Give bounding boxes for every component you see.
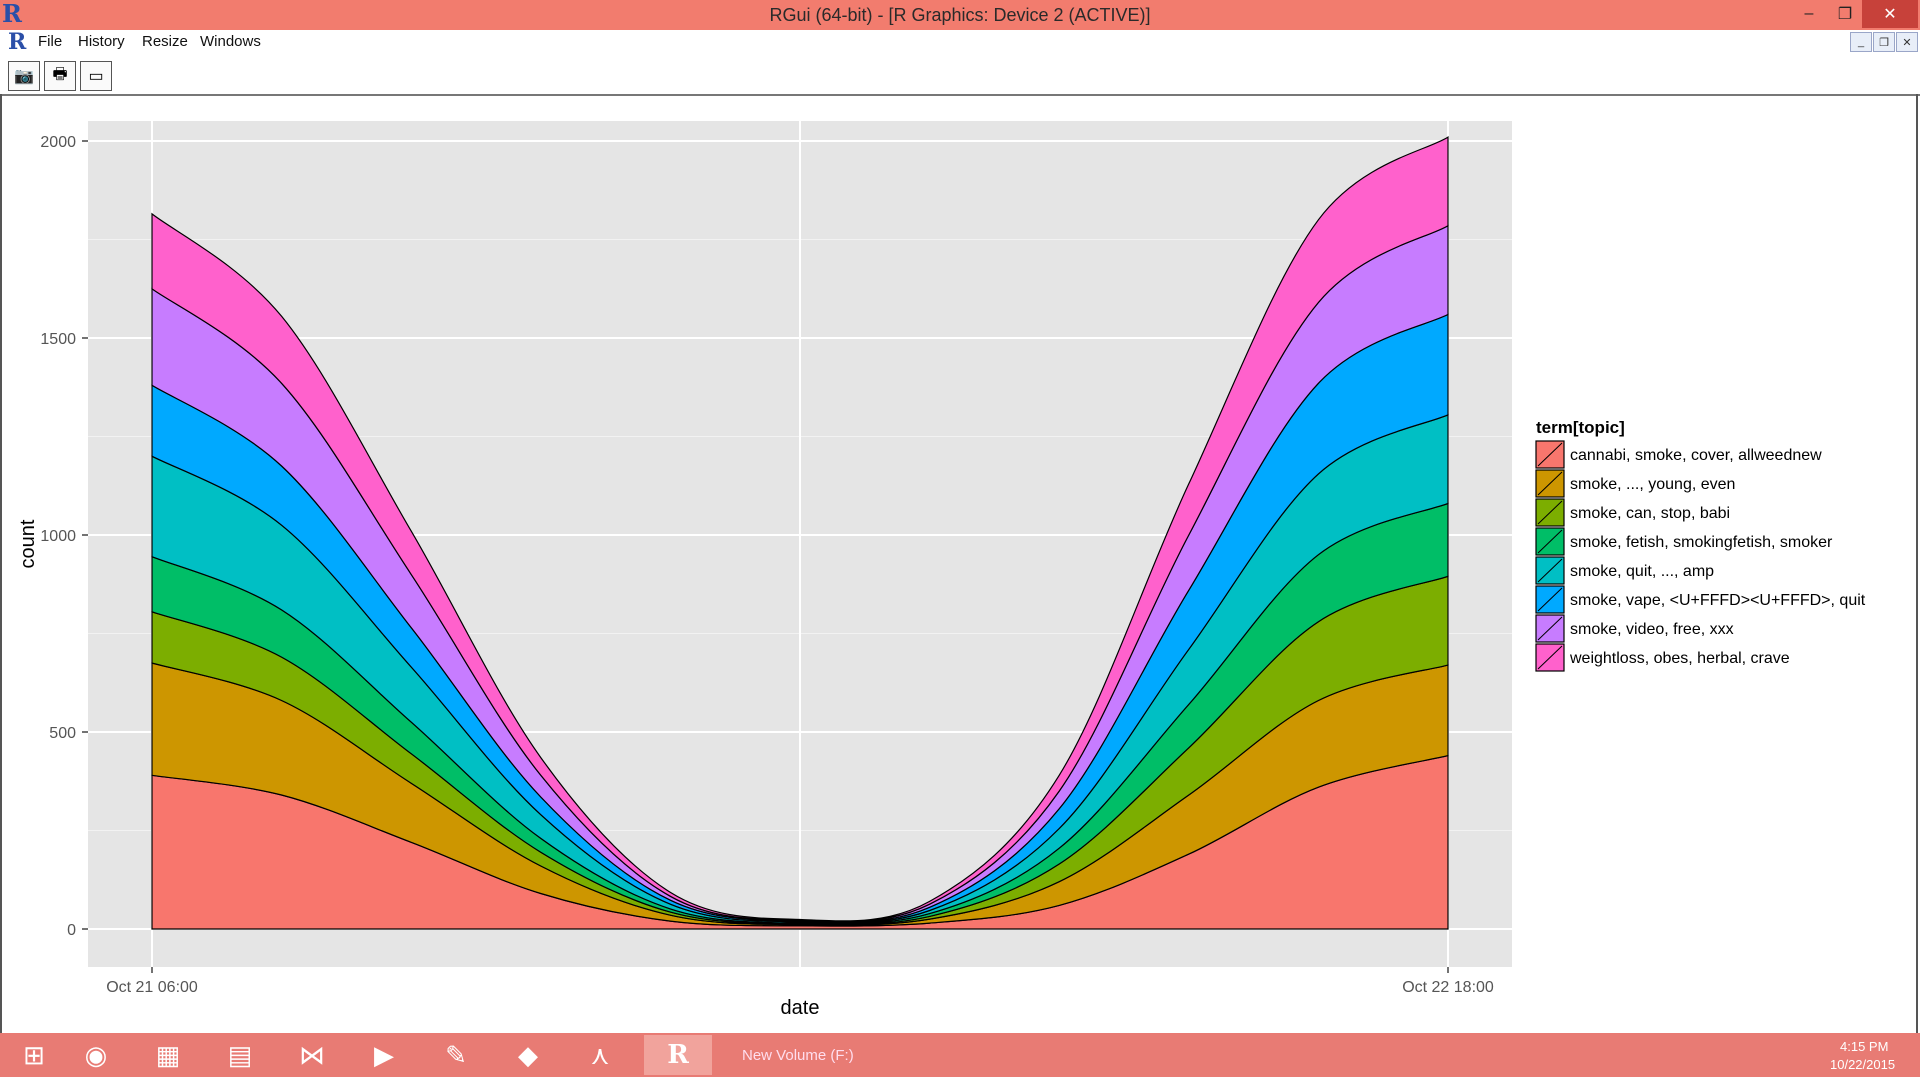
legend-label: smoke, fetish, smokingfetish, smoker: [1570, 534, 1833, 551]
visual-studio-icon[interactable]: ⋈: [299, 1039, 325, 1070]
drive-label[interactable]: New Volume (F:): [742, 1047, 854, 1064]
y-axis-label: count: [17, 519, 39, 568]
windows-taskbar: ⊞ ◉ ▦ ▤ ⋈ ▶ ✎ ◆ ⋏ R New Volume (F:) 4:15…: [0, 1033, 1920, 1077]
window-titlebar: R RGui (64-bit) - [R Graphics: Device 2 …: [0, 0, 1920, 30]
window-title: RGui (64-bit) - [R Graphics: Device 2 (A…: [769, 5, 1151, 25]
y-tick-label: 1500: [40, 331, 76, 348]
store-icon[interactable]: ▦: [155, 1039, 181, 1070]
frame-border-left: [0, 94, 2, 1034]
y-tick-label: 2000: [40, 134, 76, 151]
graphics-device: 0 500 1000 1500 2000 Oct 21 06:00 Oct 22 18:0…: [0, 96, 1916, 1032]
legend-swatch-slash: [1537, 529, 1563, 554]
r-logo-icon: R: [2, 0, 22, 28]
legend-label: smoke, can, stop, babi: [1570, 505, 1730, 522]
frame-border-right: [1916, 94, 1918, 1034]
file-explorer-icon[interactable]: ▤: [227, 1039, 253, 1070]
image-viewer-icon[interactable]: ✎: [445, 1039, 467, 1070]
menu-bar: R File History Resize Windows: [0, 30, 1920, 54]
menu-history[interactable]: History: [78, 33, 125, 50]
y-tick-label: 0: [67, 922, 76, 939]
mdi-restore-button[interactable]: ❐: [1873, 32, 1895, 52]
print-button[interactable]: 🖶: [44, 61, 76, 91]
r-menu-icon[interactable]: R: [8, 29, 27, 55]
legend-label: smoke, ..., young, even: [1570, 476, 1735, 493]
legend-swatch-slash: [1537, 471, 1563, 496]
window-icon: ▭: [88, 68, 104, 85]
legend-label: smoke, quit, ..., amp: [1570, 563, 1714, 580]
legend-title: term[topic]: [1536, 418, 1625, 437]
area-series: [151, 136, 1449, 930]
mdi-close-button[interactable]: ✕: [1896, 32, 1918, 52]
y-axis: 0 500 1000 1500 2000: [40, 134, 88, 939]
maximize-button[interactable]: ❐: [1837, 6, 1853, 23]
x-axis: Oct 21 06:00 Oct 22 18:00: [106, 967, 1494, 996]
camera-icon: 📷: [14, 68, 34, 85]
menu-windows[interactable]: Windows: [200, 33, 261, 50]
acrobat-icon[interactable]: ⋏: [590, 1039, 610, 1070]
y-tick-label: 1000: [40, 528, 76, 545]
legend-swatch-slash: [1537, 616, 1563, 641]
copy-metafile-button[interactable]: 📷: [8, 61, 40, 91]
x-axis-label: date: [781, 997, 820, 1019]
area-series-8: [151, 136, 1449, 923]
console-button[interactable]: ▭: [80, 61, 112, 91]
legend-label: weightloss, obes, herbal, crave: [1569, 650, 1790, 667]
printer-icon: 🖶: [52, 65, 68, 83]
legend-swatch-slash: [1537, 442, 1563, 467]
x-tick-label: Oct 21 06:00: [106, 979, 198, 996]
media-player-icon[interactable]: ▶: [374, 1039, 394, 1070]
legend-swatch-slash: [1537, 587, 1563, 612]
legend-swatch-slash: [1537, 500, 1563, 525]
y-tick-label: 500: [49, 725, 76, 742]
stacked-area-chart: 0 500 1000 1500 2000 Oct 21 06:00 Oct 22 18:0…: [17, 121, 1866, 1019]
legend-swatch-slash: [1537, 645, 1563, 670]
mdi-minimize-button[interactable]: _: [1850, 32, 1872, 52]
legend: term[topic] cannabi, smoke, cover, allwee…: [1535, 418, 1866, 672]
r-app-icon[interactable]: R: [644, 1035, 712, 1075]
close-button[interactable]: ✕: [1862, 0, 1918, 28]
legend-label: smoke, video, free, xxx: [1570, 621, 1734, 638]
menu-file[interactable]: File: [38, 33, 63, 50]
windows-start-icon[interactable]: ⊞: [23, 1039, 45, 1070]
clock-date[interactable]: 10/22/2015: [1830, 1057, 1896, 1072]
cube-app-icon[interactable]: ◆: [518, 1039, 538, 1070]
chrome-icon[interactable]: ◉: [84, 1039, 108, 1070]
graphics-toolbar: 📷 🖶 ▭: [0, 56, 1920, 96]
menu-resize[interactable]: Resize: [142, 33, 188, 50]
x-tick-label: Oct 22 18:00: [1402, 979, 1494, 996]
legend-label: smoke, vape, <U+FFFD><U+FFFD>, quit: [1570, 592, 1866, 609]
minimize-button[interactable]: –: [1804, 5, 1814, 22]
legend-swatch-slash: [1537, 558, 1563, 583]
clock-time[interactable]: 4:15 PM: [1840, 1039, 1889, 1054]
legend-label: cannabi, smoke, cover, allweednew: [1570, 447, 1822, 464]
